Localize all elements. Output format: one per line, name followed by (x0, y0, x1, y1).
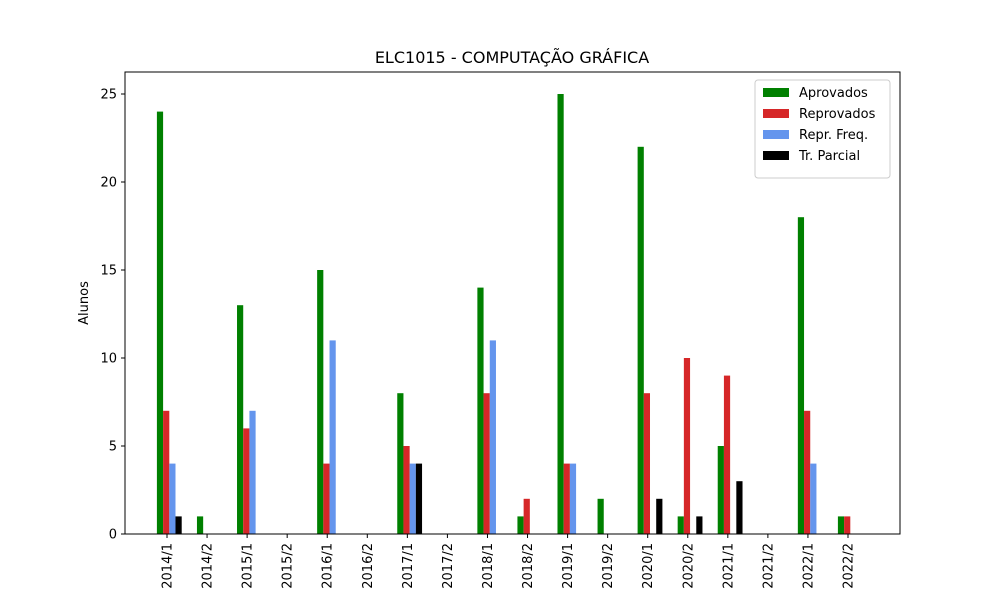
y-tick-label: 20 (100, 176, 117, 191)
bar (844, 516, 851, 534)
y-tick-label: 5 (109, 440, 117, 455)
y-axis-label: Alunos (77, 281, 92, 325)
legend-swatch (763, 151, 789, 160)
bar (637, 146, 644, 535)
y-tick-label: 10 (100, 352, 117, 367)
bar (717, 446, 724, 534)
bar (696, 516, 703, 534)
bar (677, 516, 684, 534)
x-tick-label: 2022/1 (801, 543, 816, 589)
x-tick-label: 2015/1 (241, 543, 256, 589)
bar (804, 410, 811, 534)
legend-label: Repr. Freq. (799, 128, 868, 143)
legend-label: Tr. Parcial (798, 149, 860, 164)
bar (409, 463, 416, 534)
bar (656, 498, 663, 534)
bar (569, 463, 577, 534)
bar (810, 463, 817, 534)
chart-title: ELC1015 - COMPUTAÇÃO GRÁFICA (375, 48, 649, 67)
x-tick-label: 2015/2 (281, 543, 296, 589)
x-tick-label: 2017/2 (441, 543, 456, 589)
bar (237, 305, 244, 534)
x-tick-label: 2016/1 (321, 543, 336, 589)
x-tick-label: 2019/1 (561, 543, 576, 589)
x-tick-label: 2018/1 (481, 543, 496, 589)
bar (736, 481, 743, 534)
bar (797, 217, 805, 534)
bar (483, 393, 490, 534)
bar (557, 94, 564, 534)
bar (723, 375, 731, 534)
legend-label: Aprovados (799, 86, 868, 101)
y-tick-label: 0 (109, 528, 117, 543)
bar (249, 410, 256, 534)
x-tick-label: 2021/2 (761, 543, 776, 589)
bar (329, 340, 336, 534)
y-tick-label: 25 (100, 88, 117, 103)
bar (477, 287, 484, 534)
x-tick-label: 2018/2 (521, 543, 536, 589)
legend-label: Reprovados (799, 107, 876, 122)
bar (489, 340, 496, 534)
x-tick-label: 2019/2 (601, 543, 616, 589)
bar (175, 516, 182, 534)
x-tick-label: 2020/1 (641, 543, 656, 589)
x-tick-label: 2020/2 (681, 543, 696, 589)
bar (643, 393, 651, 534)
bar (243, 428, 250, 534)
plot-frame (124, 71, 901, 535)
bar (403, 446, 410, 534)
x-tick-label: 2014/2 (201, 543, 216, 589)
x-tick-label: 2021/1 (721, 543, 736, 589)
bar (397, 393, 404, 534)
bar (837, 516, 845, 534)
legend-swatch (763, 109, 789, 118)
bar (317, 270, 324, 534)
bar (523, 498, 530, 534)
bar (196, 516, 204, 534)
x-tick-label: 2017/1 (401, 543, 416, 589)
bar (415, 463, 423, 534)
bar (517, 516, 524, 534)
x-tick-label: 2014/1 (161, 543, 176, 589)
bar (156, 111, 164, 534)
bar (169, 463, 176, 534)
x-tick-label: 2016/2 (361, 543, 376, 589)
bar (683, 358, 691, 534)
legend-swatch (763, 130, 789, 139)
bar (163, 410, 170, 534)
y-tick-label: 15 (100, 264, 117, 279)
bar (597, 498, 604, 534)
legend-swatch (763, 88, 789, 97)
x-tick-label: 2022/2 (842, 543, 857, 589)
bar (323, 463, 330, 534)
bar (563, 463, 570, 534)
